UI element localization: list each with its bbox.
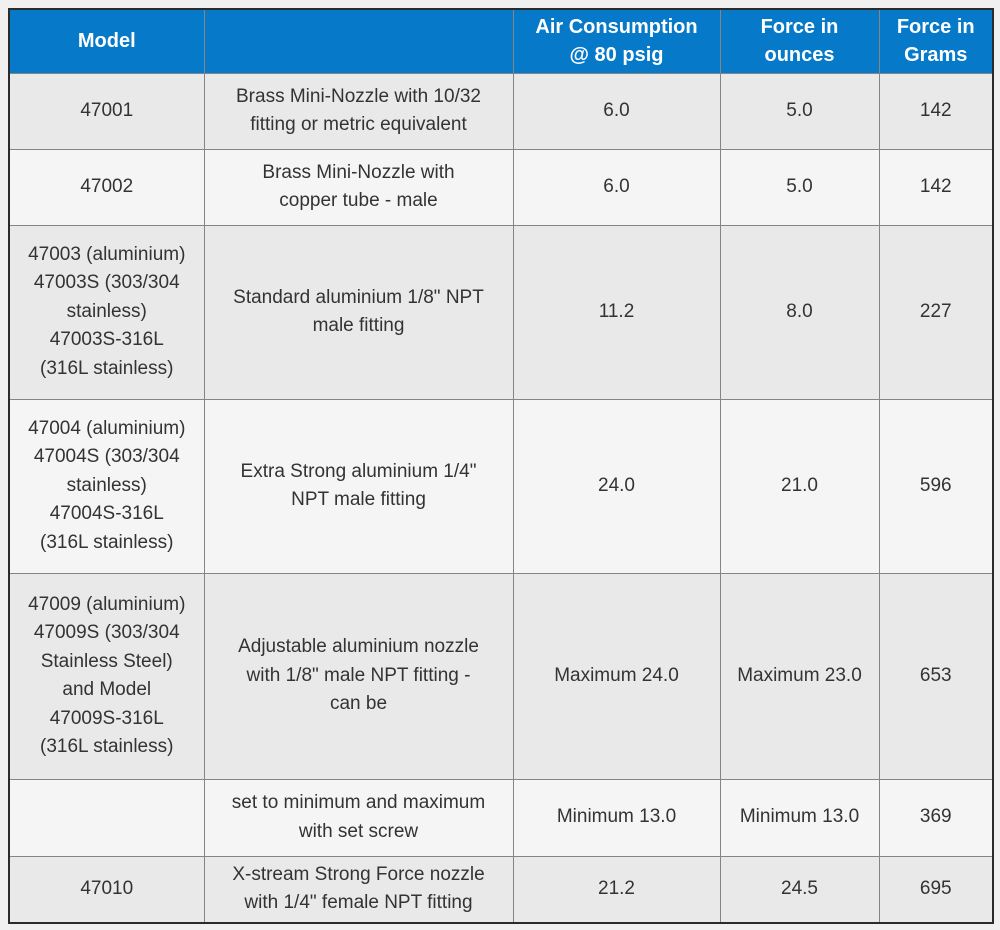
model-cell: 47002 (8, 148, 205, 226)
air-consumption-cell: 11.2 (512, 224, 721, 400)
description-cell: Adjustable aluminium nozzle with 1/8" ma… (203, 572, 514, 780)
force-grams-cell: 227 (878, 224, 994, 400)
force-ounces-cell: Minimum 13.0 (719, 778, 880, 857)
table-row: 47004 (aluminium) 47004S (303/304 stainl… (8, 398, 994, 574)
model-cell: 47003 (aluminium) 47003S (303/304 stainl… (8, 224, 205, 400)
force-ounces-cell: 5.0 (719, 72, 880, 150)
nozzle-spec-table: Model Air Consumption @ 80 psig Force in… (8, 8, 994, 924)
model-cell (8, 778, 205, 857)
force-grams-cell: 142 (878, 148, 994, 226)
force-grams-cell: 653 (878, 572, 994, 780)
model-cell: 47001 (8, 72, 205, 150)
table-row: 47003 (aluminium) 47003S (303/304 stainl… (8, 224, 994, 400)
force-grams-cell: 695 (878, 855, 994, 924)
force-grams-cell: 596 (878, 398, 994, 574)
column-header-force-ounces: Force in ounces (719, 8, 880, 74)
force-ounces-cell: 24.5 (719, 855, 880, 924)
table-row: 47001 Brass Mini-Nozzle with 10/32 fitti… (8, 72, 994, 150)
table-row: 47002 Brass Mini-Nozzle with copper tube… (8, 148, 994, 226)
force-grams-cell: 142 (878, 72, 994, 150)
air-consumption-cell: 24.0 (512, 398, 721, 574)
air-consumption-cell: Minimum 13.0 (512, 778, 721, 857)
force-ounces-cell: 5.0 (719, 148, 880, 226)
table-row: set to minimum and maximum with set scre… (8, 778, 994, 857)
column-header-model: Model (8, 8, 205, 74)
table-row: 47010 X-stream Strong Force nozzle with … (8, 855, 994, 924)
model-cell: 47010 (8, 855, 205, 924)
column-header-air-consumption: Air Consumption @ 80 psig (512, 8, 721, 74)
force-ounces-cell: 21.0 (719, 398, 880, 574)
column-header-force-grams: Force in Grams (878, 8, 994, 74)
description-cell: Brass Mini-Nozzle with copper tube - mal… (203, 148, 514, 226)
description-cell: Standard aluminium 1/8" NPT male fitting (203, 224, 514, 400)
air-consumption-cell: Maximum 24.0 (512, 572, 721, 780)
table-row: 47009 (aluminium) 47009S (303/304 Stainl… (8, 572, 994, 780)
air-consumption-cell: 21.2 (512, 855, 721, 924)
description-cell: X-stream Strong Force nozzle with 1/4" f… (203, 855, 514, 924)
force-grams-cell: 369 (878, 778, 994, 857)
column-header-description (203, 8, 514, 74)
air-consumption-cell: 6.0 (512, 72, 721, 150)
description-cell: Extra Strong aluminium 1/4" NPT male fit… (203, 398, 514, 574)
model-cell: 47009 (aluminium) 47009S (303/304 Stainl… (8, 572, 205, 780)
description-cell: Brass Mini-Nozzle with 10/32 fitting or … (203, 72, 514, 150)
header-row: Model Air Consumption @ 80 psig Force in… (8, 8, 994, 74)
model-cell: 47004 (aluminium) 47004S (303/304 stainl… (8, 398, 205, 574)
force-ounces-cell: Maximum 23.0 (719, 572, 880, 780)
air-consumption-cell: 6.0 (512, 148, 721, 226)
force-ounces-cell: 8.0 (719, 224, 880, 400)
description-cell: set to minimum and maximum with set scre… (203, 778, 514, 857)
